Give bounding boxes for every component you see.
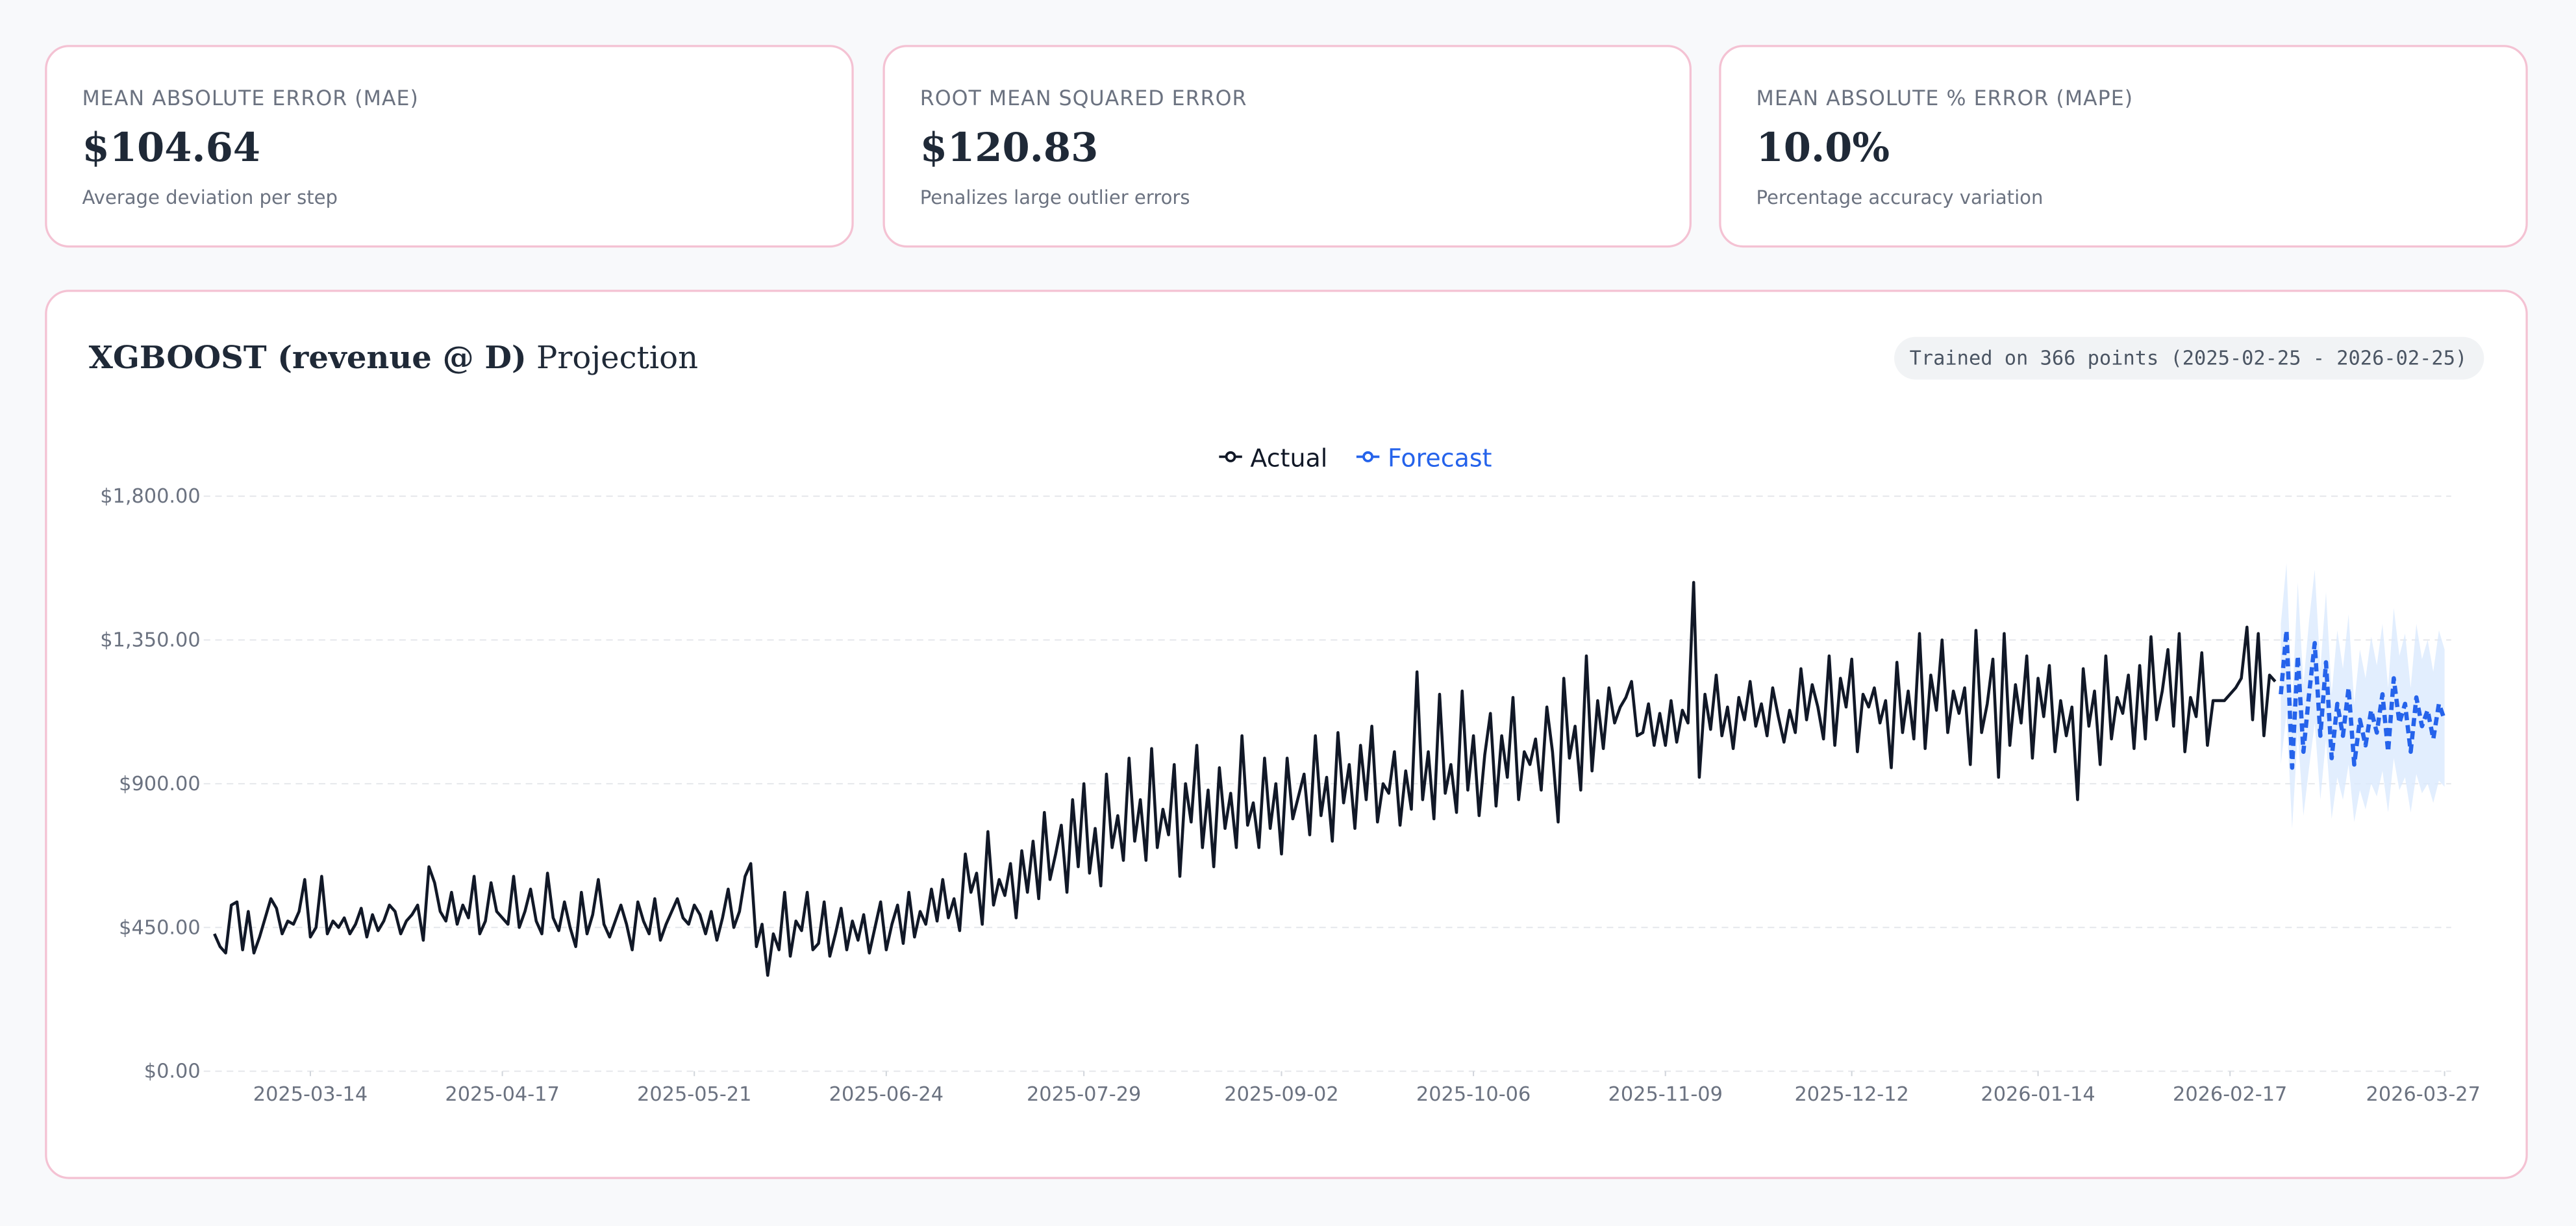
x-tick-label: 2025-05-21 [637, 1083, 751, 1106]
legend-label: Forecast [1388, 444, 1492, 473]
series-line [213, 581, 2277, 977]
metric-card: MEAN ABSOLUTE ERROR (MAE) $104.64 Averag… [45, 45, 854, 248]
card-label: ROOT MEAN SQUARED ERROR [920, 87, 1247, 110]
legend-marker [1225, 451, 1236, 462]
x-tick-label: 2025-03-14 [253, 1083, 368, 1106]
y-tick-label: $450.00 [119, 916, 200, 939]
badge-text: Trained on 366 points (2025-02-25 - 2026… [1910, 347, 2468, 370]
y-tick-label: $900.00 [119, 773, 200, 795]
card-value: 10.0% [1757, 125, 1890, 171]
x-tick-label: 2025-07-29 [1027, 1083, 1141, 1106]
legend-marker [1362, 451, 1374, 462]
chart-card [45, 290, 2528, 1179]
x-tick-label: 2025-11-09 [1608, 1083, 1723, 1106]
x-tick-label: 2026-01-14 [1981, 1083, 2095, 1106]
title-main: XGBOOST (revenue @ D) [89, 340, 527, 376]
x-tick-label: 2025-10-06 [1416, 1083, 1531, 1106]
card-note: Percentage accuracy variation [1757, 186, 2044, 208]
confidence-band [2281, 563, 2445, 829]
metric-card: ROOT MEAN SQUARED ERROR $120.83 Penalize… [882, 45, 1692, 248]
card-label: MEAN ABSOLUTE ERROR (MAE) [82, 87, 418, 110]
y-tick-label: $0.00 [144, 1060, 201, 1083]
badge [1894, 336, 2484, 380]
chart-title: XGBOOST (revenue @ D) Projection [89, 340, 698, 376]
legend-label: Actual [1250, 444, 1327, 473]
x-tick-label: 2025-06-24 [829, 1083, 944, 1106]
card-box [45, 45, 854, 248]
plot: $0.00 $450.00 $900.00 $1,350.00 $1,800.00 202… [100, 444, 2481, 1107]
card-box [882, 45, 1692, 248]
card-note: Penalizes large outlier errors [920, 186, 1190, 208]
y-tick-label: $1,800.00 [100, 485, 200, 508]
card-value: $104.64 [82, 125, 260, 171]
card-label: MEAN ABSOLUTE % ERROR (MAPE) [1757, 87, 2134, 110]
card-box [1719, 45, 2528, 248]
title-suffix: Projection [536, 340, 698, 376]
x-tick-label: 2025-04-17 [445, 1083, 559, 1106]
x-tick-label: 2026-03-27 [2366, 1083, 2481, 1106]
metric-card: MEAN ABSOLUTE % ERROR (MAPE) 10.0% Perce… [1719, 45, 2528, 248]
card-note: Average deviation per step [82, 186, 338, 208]
x-tick-label: 2026-02-17 [2173, 1083, 2287, 1106]
x-tick-label: 2025-12-12 [1794, 1083, 1908, 1106]
x-tick-label: 2025-09-02 [1224, 1083, 1338, 1106]
series-line [2279, 628, 2447, 770]
y-tick-label: $1,350.00 [100, 629, 200, 652]
card-value: $120.83 [920, 125, 1099, 171]
